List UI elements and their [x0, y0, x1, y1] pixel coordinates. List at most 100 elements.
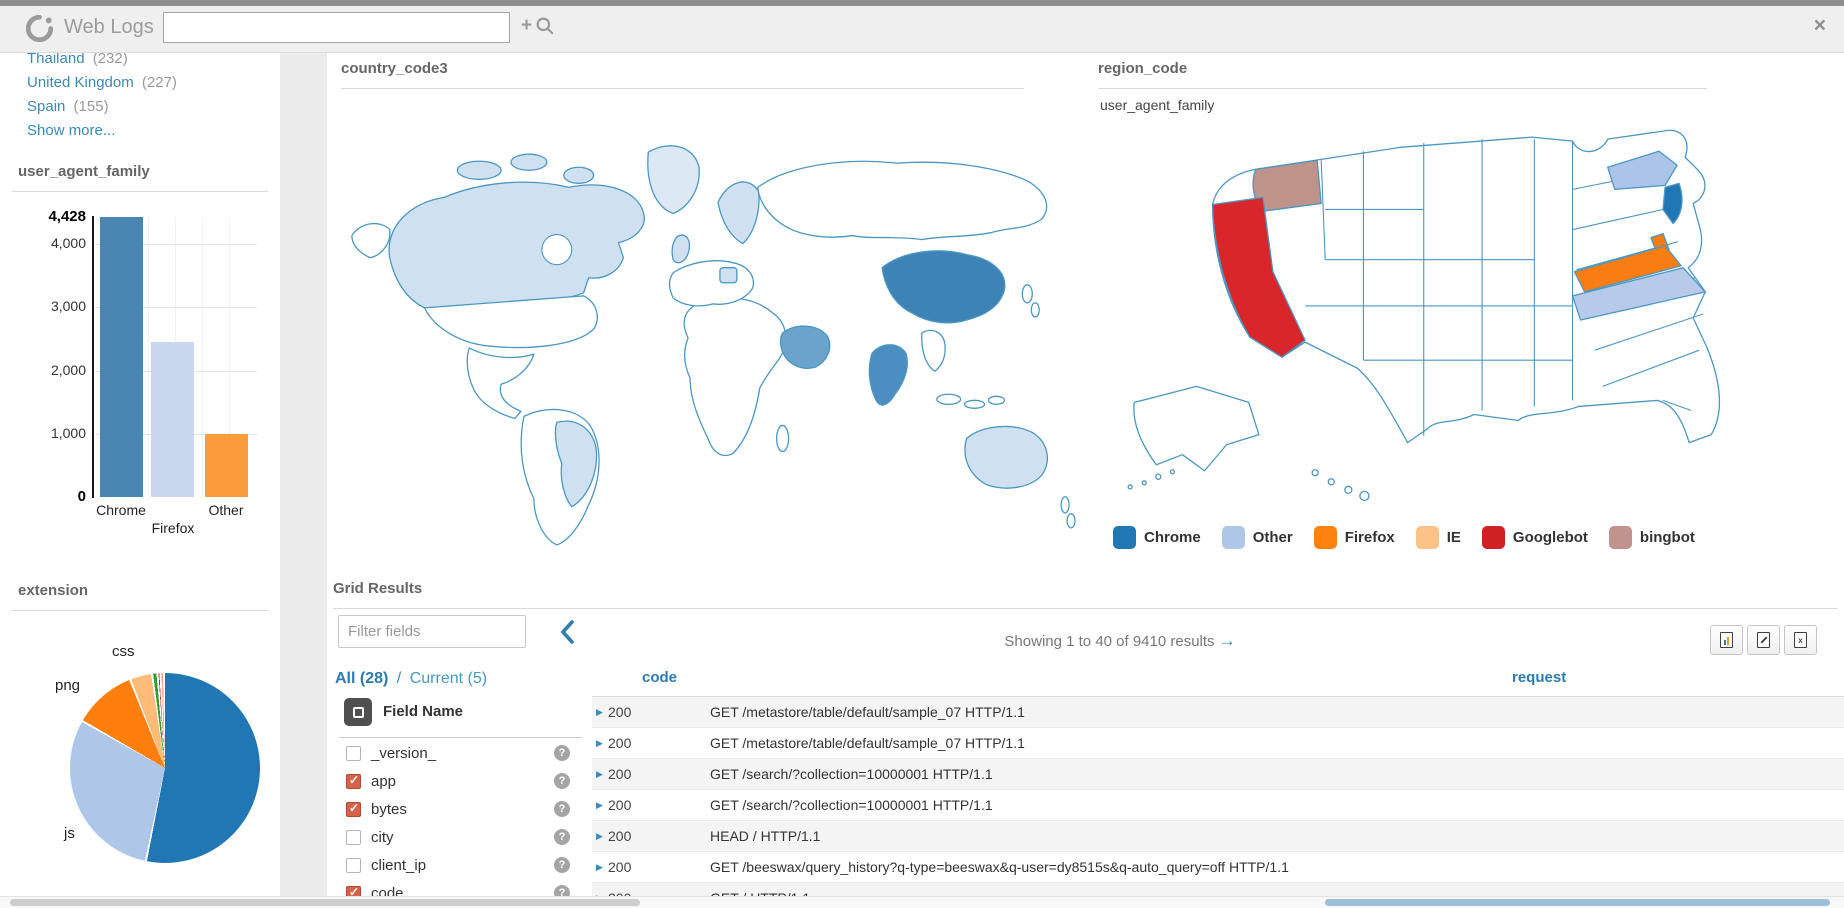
- legend-item[interactable]: IE: [1415, 526, 1461, 549]
- legend-item[interactable]: Other: [1221, 526, 1293, 549]
- legend-swatch: [1481, 526, 1505, 549]
- legend-swatch: [1221, 526, 1245, 549]
- window-top-edge: [0, 0, 1844, 6]
- facet-link[interactable]: Spain: [27, 98, 66, 115]
- expand-row-icon[interactable]: ▶: [596, 861, 603, 872]
- help-icon[interactable]: ?: [554, 745, 570, 761]
- download-json-button[interactable]: [1747, 625, 1780, 655]
- filter-fields-input[interactable]: [338, 615, 526, 648]
- field-name: _version_: [371, 744, 437, 762]
- table-row[interactable]: ▶ 200 HEAD / HTTP/1.1: [592, 821, 1844, 852]
- next-page-icon[interactable]: →: [1218, 631, 1236, 650]
- field-checkbox[interactable]: [346, 745, 361, 761]
- row-request: HEAD / HTTP/1.1: [710, 828, 821, 844]
- table-row[interactable]: ▶ 200 GET /beeswax/query_history?q-type=…: [592, 852, 1844, 883]
- download-xls-button[interactable]: x: [1784, 625, 1817, 655]
- x-axis-label: Firefox: [151, 520, 195, 536]
- help-icon[interactable]: ?: [554, 773, 570, 789]
- field-row[interactable]: bytes ?: [339, 795, 582, 823]
- close-icon[interactable]: ×: [1813, 14, 1826, 37]
- world-map-title: country_code3: [341, 60, 1024, 89]
- table-row[interactable]: ▶ 200 GET /metastore/table/default/sampl…: [592, 728, 1844, 759]
- expand-row-icon[interactable]: ▶: [596, 768, 603, 779]
- collapse-panel-icon[interactable]: [559, 619, 575, 650]
- download-csv-button[interactable]: [1710, 625, 1743, 655]
- field-row[interactable]: _version_ ?: [339, 739, 582, 767]
- help-icon[interactable]: ?: [554, 801, 570, 817]
- sidebar-gutter: [280, 53, 327, 908]
- help-icon[interactable]: ?: [554, 857, 570, 873]
- y-axis-tick: 3,000: [50, 298, 86, 315]
- facet-item[interactable]: Thailand (232): [27, 53, 177, 71]
- user-agent-legend: Chrome Other Firefox IE: [1113, 526, 1695, 549]
- field-checkbox[interactable]: [346, 857, 361, 873]
- field-row[interactable]: app ?: [339, 767, 582, 795]
- field-name: app: [371, 772, 397, 790]
- current-fields-link[interactable]: Current (5): [409, 670, 488, 687]
- expand-row-icon[interactable]: ▶: [596, 706, 603, 717]
- show-more-link[interactable]: Show more...: [27, 122, 116, 139]
- field-row[interactable]: city ?: [339, 823, 582, 851]
- x-axis-label: Chrome: [96, 502, 146, 518]
- help-icon[interactable]: ?: [554, 829, 570, 845]
- column-header-request[interactable]: request: [1512, 669, 1567, 686]
- expand-row-icon[interactable]: ▶: [596, 799, 603, 810]
- row-request: GET /search/?collection=10000001 HTTP/1.…: [710, 766, 993, 782]
- select-all-fields-checkbox[interactable]: [344, 698, 372, 726]
- table-row[interactable]: ▶ 200 GET /search/?collection=10000001 H…: [592, 790, 1844, 821]
- facet-count: (155): [73, 98, 109, 115]
- field-checkbox[interactable]: [346, 829, 361, 845]
- gridline: [202, 217, 203, 498]
- field-checkbox[interactable]: [346, 773, 361, 789]
- country-facet-list: Thailand (232) United Kingdom (227) Spai…: [27, 53, 177, 119]
- scrollbar-thumb-right[interactable]: [1325, 899, 1830, 906]
- field-name: bytes: [371, 800, 407, 818]
- file-json-icon: [1757, 632, 1770, 648]
- field-name: client_ip: [371, 856, 427, 874]
- legend-item[interactable]: bingbot: [1608, 526, 1695, 549]
- facet-item[interactable]: United Kingdom (227): [27, 71, 177, 95]
- checkbox-icon: [352, 706, 364, 718]
- add-search-control[interactable]: +: [521, 15, 556, 37]
- world-choropleth-map[interactable]: [330, 107, 1082, 557]
- search-input[interactable]: [163, 12, 510, 43]
- us-choropleth-map[interactable]: [1100, 109, 1844, 521]
- column-header-code[interactable]: code: [642, 669, 678, 686]
- row-request: GET /metastore/table/default/sample_07 H…: [710, 704, 1025, 720]
- all-fields-link[interactable]: All (28): [335, 670, 389, 687]
- file-csv-icon: [1720, 632, 1733, 648]
- field-row[interactable]: client_ip ?: [339, 851, 582, 879]
- legend-swatch: [1608, 526, 1632, 549]
- results-count: Showing 1 to 40 of 9410 results →: [1004, 631, 1236, 650]
- expand-row-icon[interactable]: ▶: [596, 737, 603, 748]
- extension-pie-chart[interactable]: [70, 673, 260, 863]
- row-code: 200: [608, 797, 632, 813]
- legend-item[interactable]: Googlebot: [1481, 526, 1588, 549]
- facet-link[interactable]: Thailand: [27, 53, 85, 67]
- table-row[interactable]: ▶ 200 GET /search/?collection=10000001 H…: [592, 759, 1844, 790]
- y-axis-tick: 4,428: [48, 208, 86, 225]
- y-axis-tick: 0: [77, 488, 86, 505]
- legend-item[interactable]: Firefox: [1313, 526, 1395, 549]
- bar-firefox[interactable]: [151, 342, 194, 497]
- gridline: [95, 307, 257, 309]
- y-axis-tick: 2,000: [50, 361, 86, 378]
- facet-link[interactable]: United Kingdom: [27, 74, 134, 91]
- bar-other[interactable]: [205, 433, 248, 497]
- table-row[interactable]: ▶ 200 GET /metastore/table/default/sampl…: [592, 697, 1844, 728]
- facet-item[interactable]: Spain (155): [27, 95, 177, 119]
- facet-sidebar: Thailand (232) United Kingdom (227) Spai…: [0, 53, 280, 908]
- expand-row-icon[interactable]: ▶: [596, 830, 603, 841]
- field-checkbox[interactable]: [346, 801, 361, 817]
- pie-chart-section-header: extension: [12, 582, 268, 611]
- dashboard-title: Web Logs: [64, 16, 154, 38]
- legend-item[interactable]: Chrome: [1113, 526, 1201, 549]
- bar-chrome[interactable]: [100, 217, 143, 497]
- legend-swatch: [1113, 526, 1136, 549]
- main-area: country_code3 region_code user_agent_fam…: [327, 53, 1844, 908]
- search-icon[interactable]: [534, 15, 556, 37]
- x-axis-label: Other: [208, 502, 244, 518]
- plus-icon[interactable]: +: [521, 15, 533, 36]
- scrollbar-thumb-left[interactable]: [10, 899, 640, 906]
